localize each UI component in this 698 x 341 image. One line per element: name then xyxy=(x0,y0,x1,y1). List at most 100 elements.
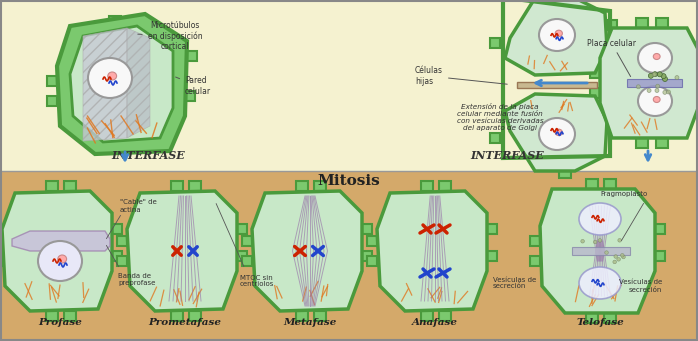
Polygon shape xyxy=(252,191,362,311)
Bar xyxy=(655,251,665,261)
Circle shape xyxy=(622,255,625,259)
Bar xyxy=(439,181,451,191)
Bar xyxy=(64,181,76,191)
Text: INTERFASE: INTERFASE xyxy=(111,150,185,161)
Bar xyxy=(112,224,122,234)
Bar xyxy=(490,38,500,48)
Circle shape xyxy=(637,85,640,89)
Bar xyxy=(46,311,58,321)
Bar xyxy=(636,138,648,148)
Polygon shape xyxy=(505,0,607,75)
Circle shape xyxy=(604,251,609,254)
Text: Anafase: Anafase xyxy=(412,318,458,327)
Bar xyxy=(590,68,600,78)
Bar xyxy=(541,158,553,168)
Text: Banda de
preprofase: Banda de preprofase xyxy=(118,272,156,285)
Circle shape xyxy=(653,72,658,77)
Bar xyxy=(112,251,122,261)
Circle shape xyxy=(663,90,667,94)
Ellipse shape xyxy=(539,118,575,150)
Circle shape xyxy=(613,260,616,264)
Bar xyxy=(586,179,598,189)
Bar xyxy=(314,311,326,321)
Ellipse shape xyxy=(555,129,563,136)
Bar xyxy=(237,251,247,261)
Bar xyxy=(487,224,497,234)
Text: Profase: Profase xyxy=(38,318,82,327)
Bar xyxy=(242,236,252,246)
Text: Mitosis: Mitosis xyxy=(318,174,380,188)
Circle shape xyxy=(648,73,653,78)
Circle shape xyxy=(593,240,597,244)
Circle shape xyxy=(662,76,667,81)
Circle shape xyxy=(647,88,651,92)
Bar xyxy=(627,79,682,87)
Bar xyxy=(439,311,451,321)
Polygon shape xyxy=(70,26,173,142)
Circle shape xyxy=(598,239,602,242)
Bar xyxy=(296,181,308,191)
Text: MTOC sin
centriolos: MTOC sin centriolos xyxy=(240,275,274,287)
Bar xyxy=(604,313,616,323)
Bar xyxy=(0,256,2,266)
Text: Microtúbulos
en disposición
cortical: Microtúbulos en disposición cortical xyxy=(138,21,202,51)
Ellipse shape xyxy=(555,30,563,36)
Text: Telofase: Telofase xyxy=(576,318,624,327)
Bar xyxy=(189,311,201,321)
Text: Extensión de la placa
celular mediante fusión
con vesículas derivadas
del aparat: Extensión de la placa celular mediante f… xyxy=(456,103,543,131)
Bar xyxy=(590,88,600,98)
Text: Células
hijas: Células hijas xyxy=(415,66,507,86)
Bar xyxy=(490,133,500,143)
Bar xyxy=(0,171,698,341)
Text: Fragmoplasto: Fragmoplasto xyxy=(601,191,648,197)
Bar xyxy=(362,224,372,234)
Circle shape xyxy=(652,73,656,77)
Bar xyxy=(367,236,377,246)
Bar xyxy=(171,311,183,321)
Ellipse shape xyxy=(653,97,660,103)
Bar xyxy=(572,247,630,255)
Bar xyxy=(129,16,141,26)
Text: INTERFASE: INTERFASE xyxy=(470,150,544,161)
Text: Prometafase: Prometafase xyxy=(149,318,221,327)
Circle shape xyxy=(618,238,621,242)
Circle shape xyxy=(655,88,659,92)
Bar xyxy=(117,256,127,266)
Bar xyxy=(189,181,201,191)
Bar xyxy=(109,16,121,26)
Circle shape xyxy=(658,72,662,77)
Bar xyxy=(607,116,617,126)
Circle shape xyxy=(675,76,679,79)
Bar xyxy=(296,311,308,321)
Circle shape xyxy=(617,257,621,261)
Ellipse shape xyxy=(38,241,82,281)
Polygon shape xyxy=(83,28,127,141)
Bar xyxy=(314,181,326,191)
Circle shape xyxy=(655,84,660,88)
Bar xyxy=(656,138,668,148)
Bar xyxy=(421,181,433,191)
Polygon shape xyxy=(540,189,655,313)
Ellipse shape xyxy=(107,72,117,80)
Bar xyxy=(655,224,665,234)
Bar xyxy=(64,311,76,321)
Polygon shape xyxy=(2,191,112,311)
Bar xyxy=(487,251,497,261)
Polygon shape xyxy=(12,231,110,251)
Bar xyxy=(367,256,377,266)
Ellipse shape xyxy=(638,86,672,116)
Bar xyxy=(109,142,121,152)
Text: Vesículas de
secreción: Vesículas de secreción xyxy=(618,280,662,293)
Circle shape xyxy=(667,90,671,94)
Text: Placa celular: Placa celular xyxy=(587,39,636,77)
Ellipse shape xyxy=(653,54,660,59)
Polygon shape xyxy=(377,191,487,311)
Circle shape xyxy=(614,255,618,258)
Text: Vesículas de
secreción: Vesículas de secreción xyxy=(493,277,536,290)
Ellipse shape xyxy=(579,267,621,299)
Polygon shape xyxy=(57,14,187,154)
Bar xyxy=(171,181,183,191)
Bar xyxy=(47,96,57,106)
Polygon shape xyxy=(127,191,237,311)
Polygon shape xyxy=(505,94,607,171)
